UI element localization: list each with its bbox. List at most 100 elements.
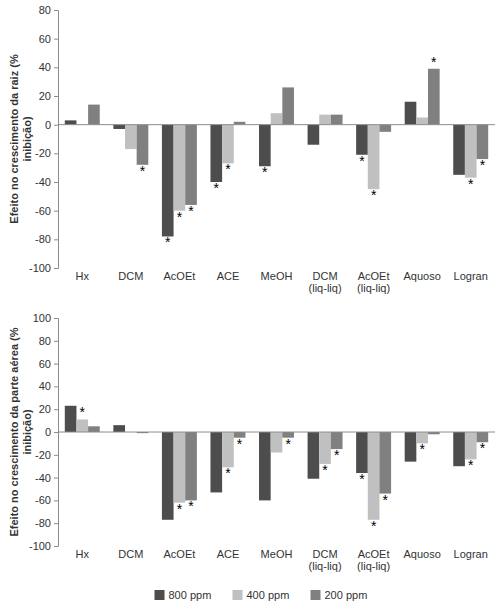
tick-label: DCM(liq-liq): [309, 270, 342, 294]
axis-line: [54, 319, 59, 547]
tick-label: MeOH: [261, 548, 293, 560]
tick: AcOEt(liq-liq): [357, 546, 390, 572]
tick: 0: [45, 119, 58, 131]
bar: [356, 432, 368, 473]
bar: [331, 115, 343, 125]
tick-mark: [54, 386, 58, 387]
tick-label: ACE: [217, 270, 240, 282]
tick-mark: [54, 268, 58, 269]
annotation: *: [431, 54, 437, 70]
tick: AcOEt: [163, 268, 195, 282]
legend-swatch: [233, 590, 243, 600]
tick-mark: [54, 318, 58, 319]
annotation: *: [237, 436, 243, 452]
tick-label: AcOEt: [163, 548, 195, 560]
tick: ACE: [217, 268, 240, 282]
bar: [308, 125, 320, 145]
tick-mark: [54, 409, 58, 410]
tick-mark: [54, 10, 58, 11]
tick-label: DCM(liq-liq): [309, 548, 342, 572]
figure: -100-80-60-40-20020406080HxDCMAcOEtACEMe…: [0, 0, 503, 612]
tick: 0: [45, 426, 58, 438]
tick: 100: [33, 312, 58, 324]
bar: [125, 125, 137, 149]
bar: [162, 432, 174, 520]
tick: AcOEt(liq-liq): [357, 268, 390, 294]
bar: [113, 125, 125, 129]
bar: [65, 406, 77, 432]
bar: [259, 432, 271, 500]
annotation: *: [225, 161, 231, 177]
bar: [210, 432, 222, 492]
series: [88, 426, 488, 500]
chart: -100-80-60-40-20020406080HxDCMAcOEtACEMe…: [8, 4, 495, 294]
tick-label: -60: [35, 205, 51, 217]
bar: [405, 102, 417, 125]
bar: [379, 432, 391, 494]
tick: Hx: [76, 268, 90, 282]
bar: [379, 125, 391, 132]
tick-label: -20: [35, 449, 51, 461]
tick-label: -100: [29, 262, 51, 274]
annotation: *: [371, 187, 377, 203]
bars: [65, 406, 488, 520]
tick-mark: [54, 211, 58, 212]
tick-label: 80: [39, 335, 51, 347]
annotation: *: [214, 180, 220, 196]
bar: [319, 115, 331, 125]
tick: -80: [35, 517, 58, 529]
tick-mark: [54, 153, 58, 154]
series: [88, 69, 488, 205]
tick: -40: [35, 472, 58, 484]
bar: [185, 432, 197, 500]
tick-label: -80: [35, 517, 51, 529]
bar: [137, 125, 149, 165]
tick: 40: [39, 61, 58, 73]
tick: Aquoso: [404, 268, 441, 282]
tick: AcOEt: [163, 546, 195, 560]
bar: [162, 125, 174, 237]
bar: [88, 105, 100, 125]
annotation: *: [80, 404, 86, 420]
tick-label: Aquoso: [404, 548, 441, 560]
chart: -100-80-60-40-20020406080100HxDCMAcOEtAC…: [8, 312, 495, 572]
tick-mark: [54, 364, 58, 365]
bar: [210, 125, 222, 182]
tick-mark: [54, 239, 58, 240]
annotation: *: [188, 498, 194, 514]
annotation: *: [383, 492, 389, 508]
tick: MeOH: [261, 546, 293, 560]
tick-mark: [54, 523, 58, 524]
tick-mark: [54, 182, 58, 183]
annotation: *: [359, 153, 365, 169]
tick-label: AcOEt: [163, 270, 195, 282]
annotation: *: [468, 457, 474, 473]
bars: [65, 69, 488, 237]
tick: DCM(liq-liq): [309, 268, 342, 294]
tick: -100: [29, 540, 58, 552]
tick-label: MeOH: [261, 270, 293, 282]
tick-label: -100: [29, 540, 51, 552]
tick: DCM: [118, 546, 143, 560]
axis-line: [54, 11, 59, 269]
annotation: *: [480, 440, 486, 456]
bar: [259, 125, 271, 167]
bar: [453, 125, 465, 175]
tick: -60: [35, 494, 58, 506]
legend-item: 800 ppm: [155, 589, 212, 601]
annotation: *: [140, 163, 146, 179]
annotation: *: [285, 436, 291, 452]
tick-mark: [54, 125, 58, 126]
tick-mark: [54, 478, 58, 479]
bar: [222, 125, 234, 164]
tick: -80: [35, 233, 58, 245]
tick: -100: [29, 262, 58, 274]
annotation: *: [371, 518, 377, 534]
tick-mark: [54, 500, 58, 501]
tick: 80: [39, 335, 58, 347]
tick-label: 80: [39, 4, 51, 16]
annotation: *: [480, 157, 486, 173]
tick-label: Aquoso: [404, 270, 441, 282]
tick-label: -40: [35, 472, 51, 484]
x-axis: HxDCMAcOEtACEMeOHDCM(liq-liq)AcOEt(liq-l…: [76, 268, 488, 294]
